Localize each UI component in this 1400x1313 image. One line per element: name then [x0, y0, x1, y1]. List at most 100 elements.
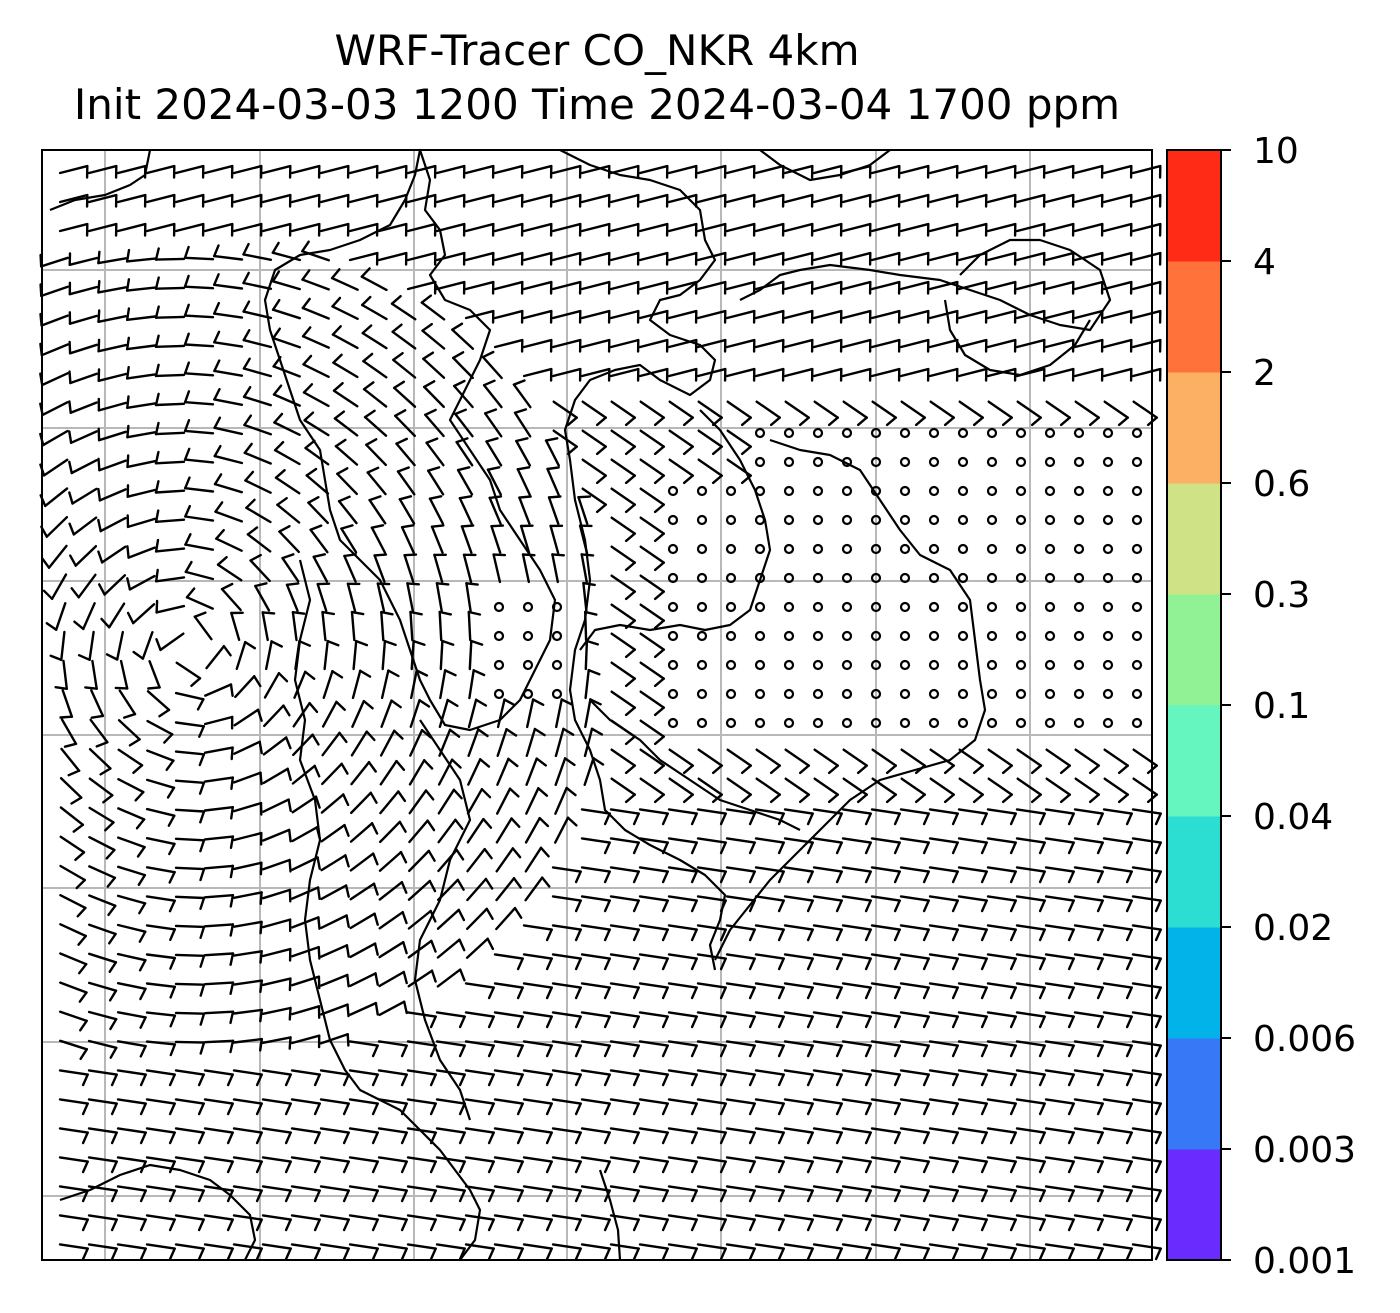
wind-barb [493, 1011, 524, 1029]
wind-barb [235, 640, 257, 670]
wind-barb [1044, 982, 1075, 1000]
wind-barb [59, 777, 83, 805]
wind-barb [928, 808, 959, 826]
colorbar-segment [1167, 705, 1221, 817]
wind-barb [581, 487, 607, 514]
wind-barb [493, 1214, 524, 1232]
wind-barb [232, 950, 263, 964]
wind-barb [812, 1069, 843, 1087]
wind-barb [1044, 808, 1075, 826]
wind-barb [928, 924, 959, 942]
calm-marker [986, 717, 998, 729]
wind-barb [493, 982, 524, 1000]
wind-barb [154, 363, 186, 378]
wind-barb [126, 545, 156, 559]
calm-marker [957, 514, 969, 526]
wind-barb [812, 367, 843, 382]
wind-barb [1102, 1156, 1133, 1174]
calm-marker [812, 485, 824, 497]
wind-barb [348, 1214, 379, 1232]
wind-barb [466, 817, 493, 844]
wind-barb [406, 164, 437, 179]
calm-marker [870, 485, 882, 497]
wind-barb [454, 408, 474, 438]
calm-marker [1015, 601, 1027, 613]
wind-barb [154, 568, 186, 583]
wind-barb [262, 858, 292, 873]
wind-barb [348, 1098, 379, 1116]
wind-barb [406, 1098, 437, 1116]
wind-barb [1102, 866, 1133, 884]
calm-marker [725, 601, 737, 613]
wind-barb [484, 408, 503, 438]
wind-barb [174, 808, 206, 824]
wind-barb [348, 1185, 379, 1203]
wind-barb [146, 690, 171, 718]
wind-barb [1131, 1098, 1162, 1116]
wind-barb [870, 1243, 901, 1261]
calm-marker [1131, 543, 1143, 555]
calm-marker [957, 688, 969, 700]
wind-barb [870, 982, 901, 1000]
wind-barb [464, 222, 495, 237]
calm-marker [986, 630, 998, 642]
wind-barb [551, 309, 582, 324]
wind-barb [88, 748, 112, 776]
wind-barb [58, 1156, 89, 1174]
wind-barb [899, 338, 930, 353]
wind-barb [609, 1098, 640, 1116]
wind-barb [380, 610, 394, 642]
wind-barb [1015, 1127, 1046, 1145]
wind-barb [116, 865, 147, 886]
wind-barb [986, 1098, 1017, 1116]
wind-barb [986, 280, 1017, 295]
wind-barb [114, 659, 129, 690]
wind-barb [957, 1127, 988, 1145]
wind-barb [725, 280, 756, 295]
wind-barb [145, 1243, 176, 1261]
calm-marker [841, 514, 853, 526]
wind-barb [899, 895, 930, 913]
wind-barb [406, 280, 437, 295]
wind-barb [725, 1243, 756, 1261]
calm-marker [1102, 485, 1114, 497]
wind-barb [580, 1011, 611, 1029]
wind-barb [203, 806, 235, 820]
wind-barb [174, 1011, 206, 1026]
wind-barb [986, 982, 1017, 1000]
wind-barb [696, 309, 727, 324]
wind-barb [125, 307, 157, 321]
calm-marker [1102, 717, 1114, 729]
calm-marker [899, 427, 911, 439]
wind-barb [145, 924, 177, 941]
wind-barb [242, 271, 273, 290]
wind-barb [1073, 1098, 1104, 1116]
wind-barb [495, 847, 522, 873]
wind-barb [377, 1214, 408, 1232]
wind-barb [87, 1069, 118, 1087]
wind-barb [584, 668, 601, 700]
wind-barb [1015, 837, 1046, 855]
calm-marker [899, 572, 911, 584]
wind-barb [59, 952, 88, 975]
wind-barb [581, 458, 607, 485]
wind-barb [116, 1069, 147, 1087]
wind-barb [244, 470, 272, 494]
wind-barb [551, 553, 565, 584]
wind-barb [1131, 837, 1162, 855]
wind-barb [1131, 164, 1162, 179]
wind-barb [97, 338, 128, 353]
wind-barb [453, 379, 474, 409]
wind-barb [525, 727, 546, 757]
wind-barb [725, 982, 756, 1000]
calm-marker [1073, 688, 1085, 700]
wind-barb [436, 938, 466, 959]
wind-barb [116, 1214, 147, 1232]
calm-marker [841, 601, 853, 613]
wind-barb [97, 487, 127, 502]
wind-barb [232, 979, 263, 994]
wind-barb [522, 924, 553, 942]
wind-barb [580, 309, 611, 324]
calm-marker [1044, 630, 1056, 642]
wind-barb [117, 778, 145, 802]
